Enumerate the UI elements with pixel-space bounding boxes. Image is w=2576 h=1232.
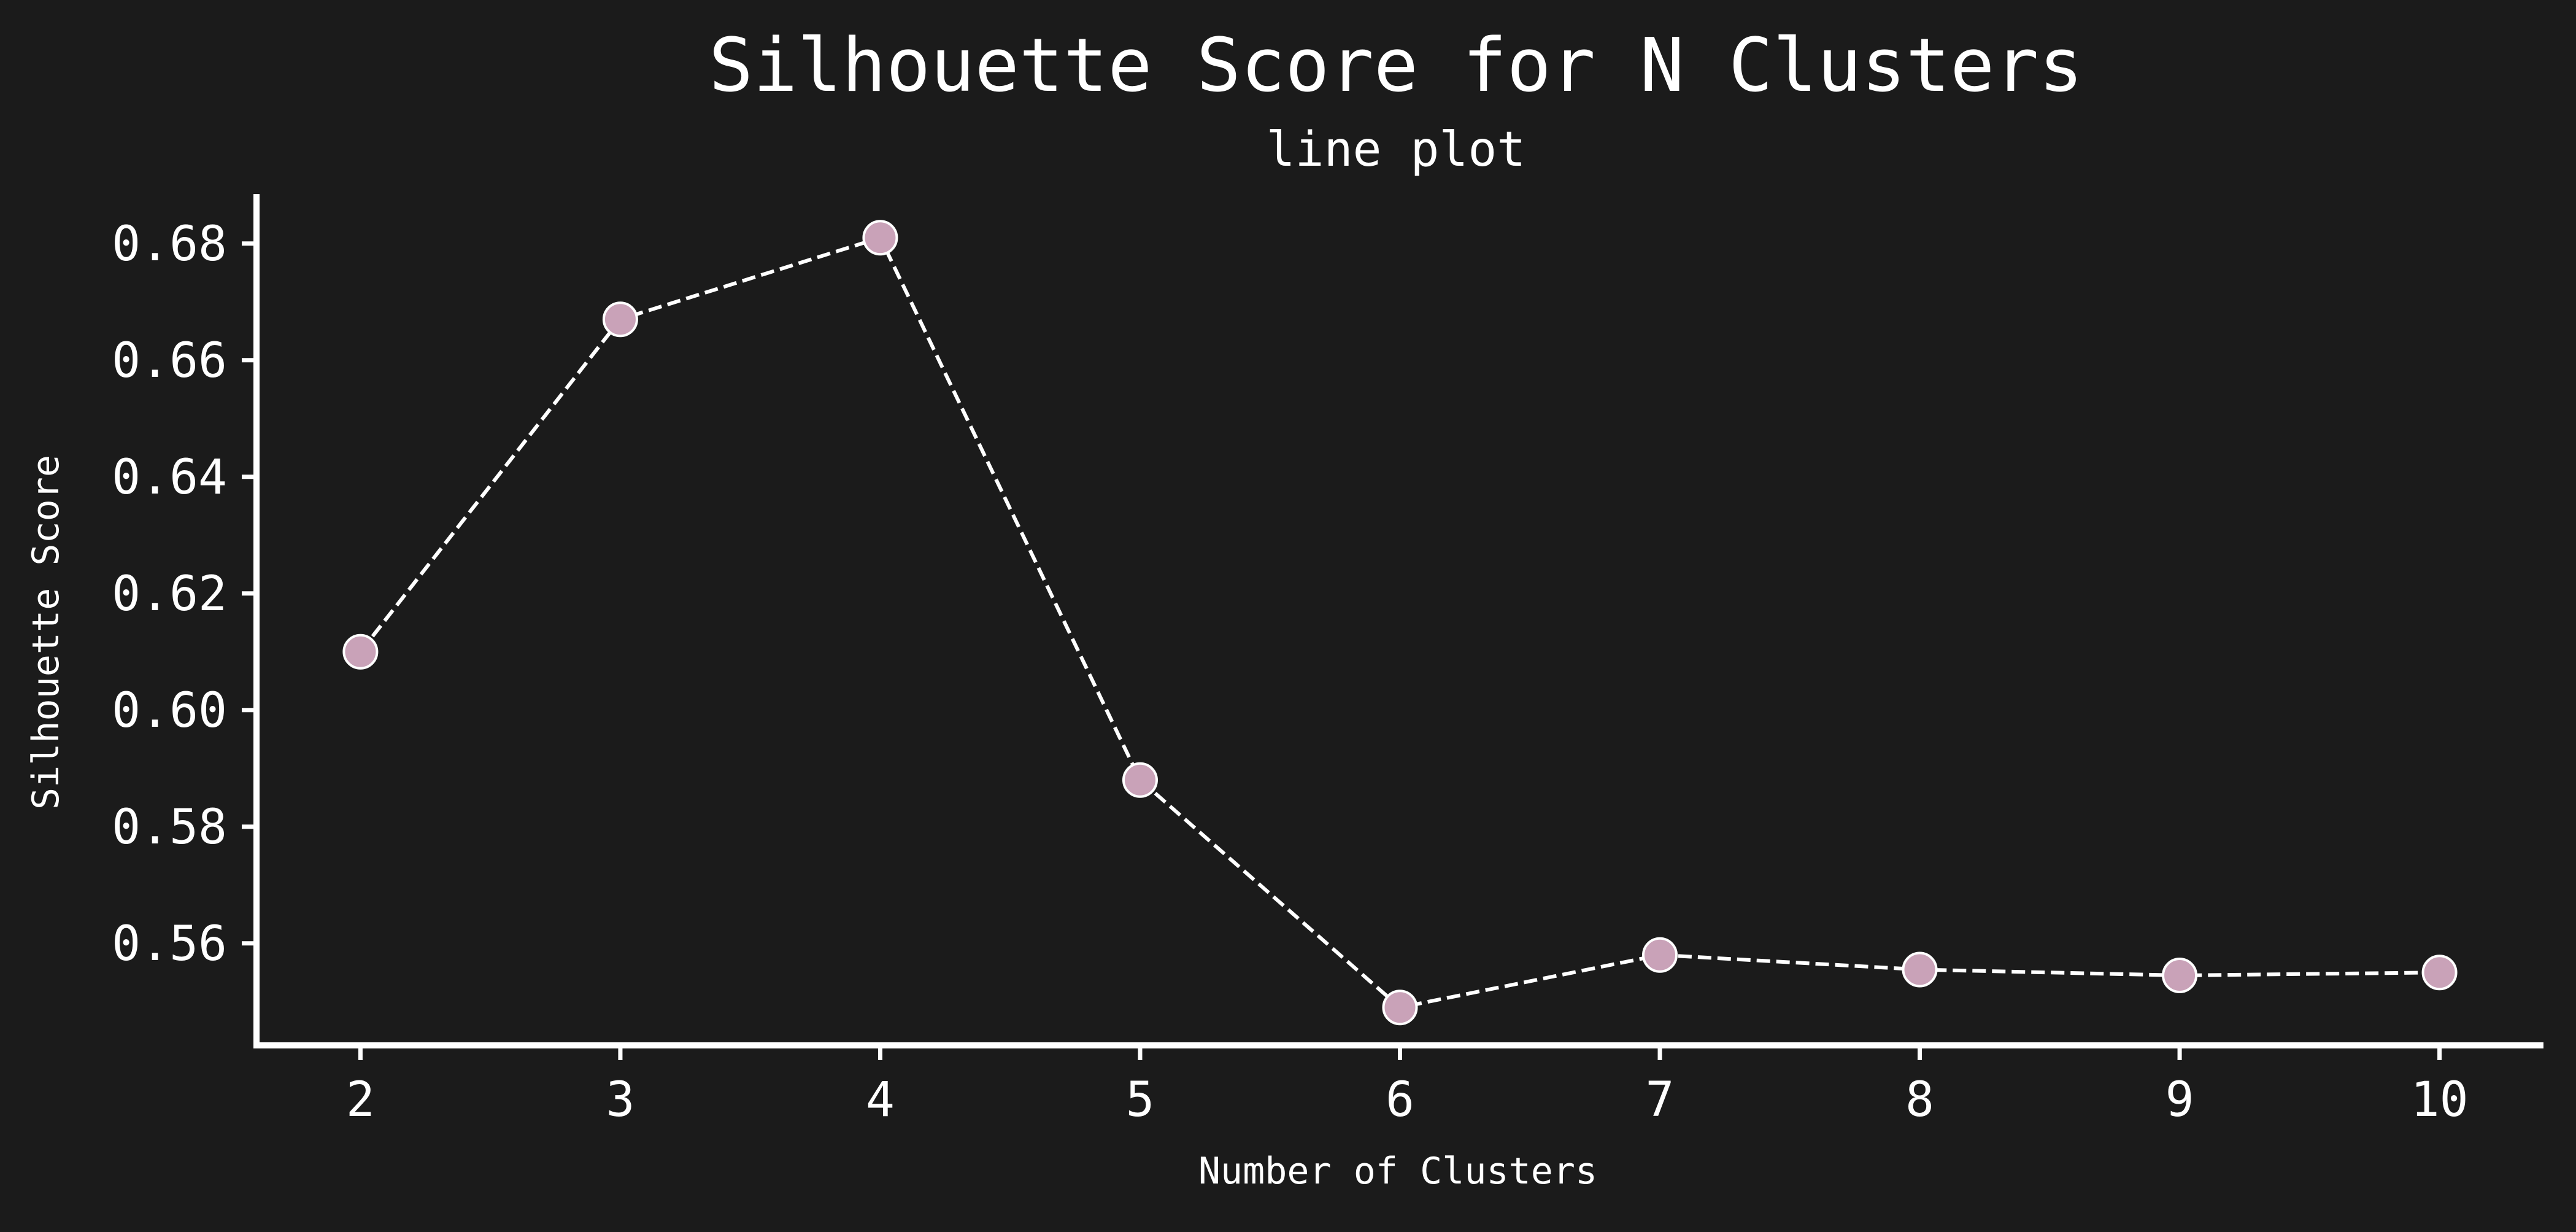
y-tick-label: 0.66	[112, 333, 227, 389]
x-tick-label: 5	[1125, 1072, 1154, 1128]
y-tick-label: 0.64	[112, 450, 227, 505]
series-points	[342, 220, 2458, 1026]
data-point	[1382, 990, 1418, 1026]
x-axis-ticks: 2 3 4 5 6 7 8 9 10	[346, 1045, 2469, 1128]
x-tick-label: 2	[346, 1072, 375, 1128]
y-tick-label: 0.68	[112, 217, 227, 272]
y-tick-label: 0.60	[112, 683, 227, 738]
chart-subtitle: line plot	[1267, 122, 1526, 177]
data-point	[1122, 762, 1158, 798]
y-tick-label: 0.62	[112, 567, 227, 622]
x-tick-label: 10	[2411, 1072, 2469, 1128]
x-tick-label: 6	[1386, 1072, 1414, 1128]
x-axis-label: Number of Clusters	[1198, 1150, 1597, 1193]
x-tick-label: 8	[1905, 1072, 1934, 1128]
data-point	[602, 301, 638, 338]
x-tick-label: 7	[1646, 1072, 1675, 1128]
data-point	[1902, 951, 1938, 988]
data-point	[2421, 955, 2458, 991]
data-point	[342, 633, 379, 670]
y-axis-ticks: 0.56 0.58 0.60 0.62 0.64 0.66 0.68	[112, 217, 256, 972]
chart-title: Silhouette Score for N Clusters	[709, 23, 2083, 109]
y-axis-label: Silhouette Score	[25, 455, 67, 810]
y-tick-label: 0.56	[112, 916, 227, 972]
data-point	[2162, 958, 2198, 993]
x-tick-label: 9	[2165, 1072, 2194, 1128]
y-tick-label: 0.58	[112, 800, 227, 855]
x-tick-label: 3	[606, 1072, 634, 1128]
x-tick-label: 4	[866, 1072, 895, 1128]
data-point	[1642, 937, 1678, 973]
data-point	[862, 220, 898, 256]
